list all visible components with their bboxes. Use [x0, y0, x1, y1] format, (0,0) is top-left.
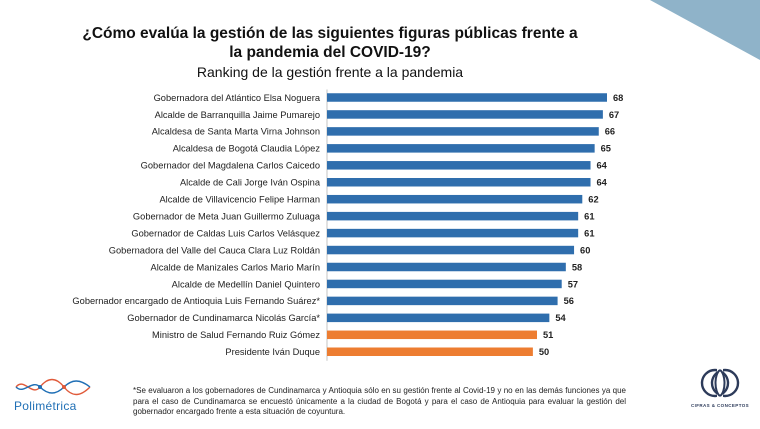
bar: [327, 194, 583, 204]
category-label: Alcaldesa de Santa Marta Virna Johnson: [152, 127, 320, 137]
cifras-conceptos-logo: CIFRAS & CONCEPTOS: [690, 362, 750, 424]
category-label: Gobernadora del Atlántico Elsa Noguera: [154, 93, 321, 103]
chart-title: ¿Cómo evalúa la gestión de las siguiente…: [82, 25, 578, 61]
corner-decoration: [650, 0, 760, 60]
bar-value-label: 60: [580, 245, 590, 255]
title-block: ¿Cómo evalúa la gestión de las siguiente…: [80, 24, 580, 82]
category-label: Alcalde de Medellín Daniel Quintero: [172, 279, 320, 289]
category-label: Gobernador de Cundinamarca Nicolás Garcí…: [127, 313, 320, 323]
bar-value-label: 50: [539, 347, 549, 357]
bar: [327, 313, 550, 323]
bar-value-label: 56: [564, 296, 574, 306]
category-label: Ministro de Salud Fernando Ruiz Gómez: [152, 330, 320, 340]
bar: [327, 110, 603, 119]
category-label: Alcalde de Barranquilla Jaime Pumarejo: [155, 110, 320, 120]
category-label: Gobernador de Meta Juan Guillermo Zuluag…: [133, 211, 321, 221]
bar: [327, 161, 591, 170]
category-label: Gobernador del Magdalena Carlos Caicedo: [141, 161, 320, 171]
bar: [327, 245, 575, 255]
bar-value-label: 58: [572, 262, 582, 272]
bar: [327, 347, 533, 356]
category-label: Alcalde de Cali Jorge Iván Ospina: [180, 178, 321, 188]
category-label: Alcalde de Manizales Carlos Mario Marín: [151, 262, 320, 272]
cifras-conceptos-brand: CIFRAS & CONCEPTOS: [690, 403, 750, 408]
bar: [327, 144, 595, 153]
bar-value-label: 54: [555, 313, 566, 323]
bar-value-label: 62: [588, 195, 598, 205]
polimetrica-logo: Polimétrica: [8, 375, 108, 425]
bar-value-label: 65: [601, 144, 611, 154]
footnote: *Se evaluaron a los gobernadores de Cund…: [133, 386, 626, 416]
category-label: Alcaldesa de Bogotá Claudia López: [173, 144, 321, 154]
bar: [327, 93, 607, 102]
bar: [327, 127, 599, 136]
bar: [327, 228, 579, 238]
bar: [327, 211, 579, 221]
category-label: Gobernador encargado de Antioquia Luis F…: [72, 296, 320, 306]
category-label: Gobernadora del Valle del Cauca Clara Lu…: [109, 245, 320, 255]
cifras-conceptos-emblem-icon: [700, 368, 740, 398]
bar-value-label: 66: [605, 127, 615, 137]
bar-value-label: 67: [609, 110, 619, 120]
category-label: Alcalde de Villavicencio Felipe Harman: [159, 195, 320, 205]
category-label: Gobernador de Caldas Luis Carlos Velásqu…: [131, 228, 320, 238]
bar-value-label: 64: [597, 178, 608, 188]
category-label: Presidente Iván Duque: [225, 347, 320, 357]
bar-value-label: 64: [597, 161, 608, 171]
bar-value-label: 57: [568, 279, 578, 289]
chart-subtitle: Ranking de la gestión frente a la pandem…: [196, 64, 464, 80]
bar: [327, 296, 558, 306]
polimetrica-wave-icon: [15, 378, 91, 396]
bar-value-label: 61: [584, 211, 594, 221]
bar: [327, 178, 591, 187]
bar-value-label: 68: [613, 93, 623, 103]
polimetrica-brand: Polimétrica: [14, 399, 77, 413]
bar: [327, 279, 562, 289]
bar: [327, 330, 537, 340]
bar: [327, 262, 566, 272]
bar-value-label: 51: [543, 330, 553, 340]
bar-value-label: 61: [584, 228, 594, 238]
